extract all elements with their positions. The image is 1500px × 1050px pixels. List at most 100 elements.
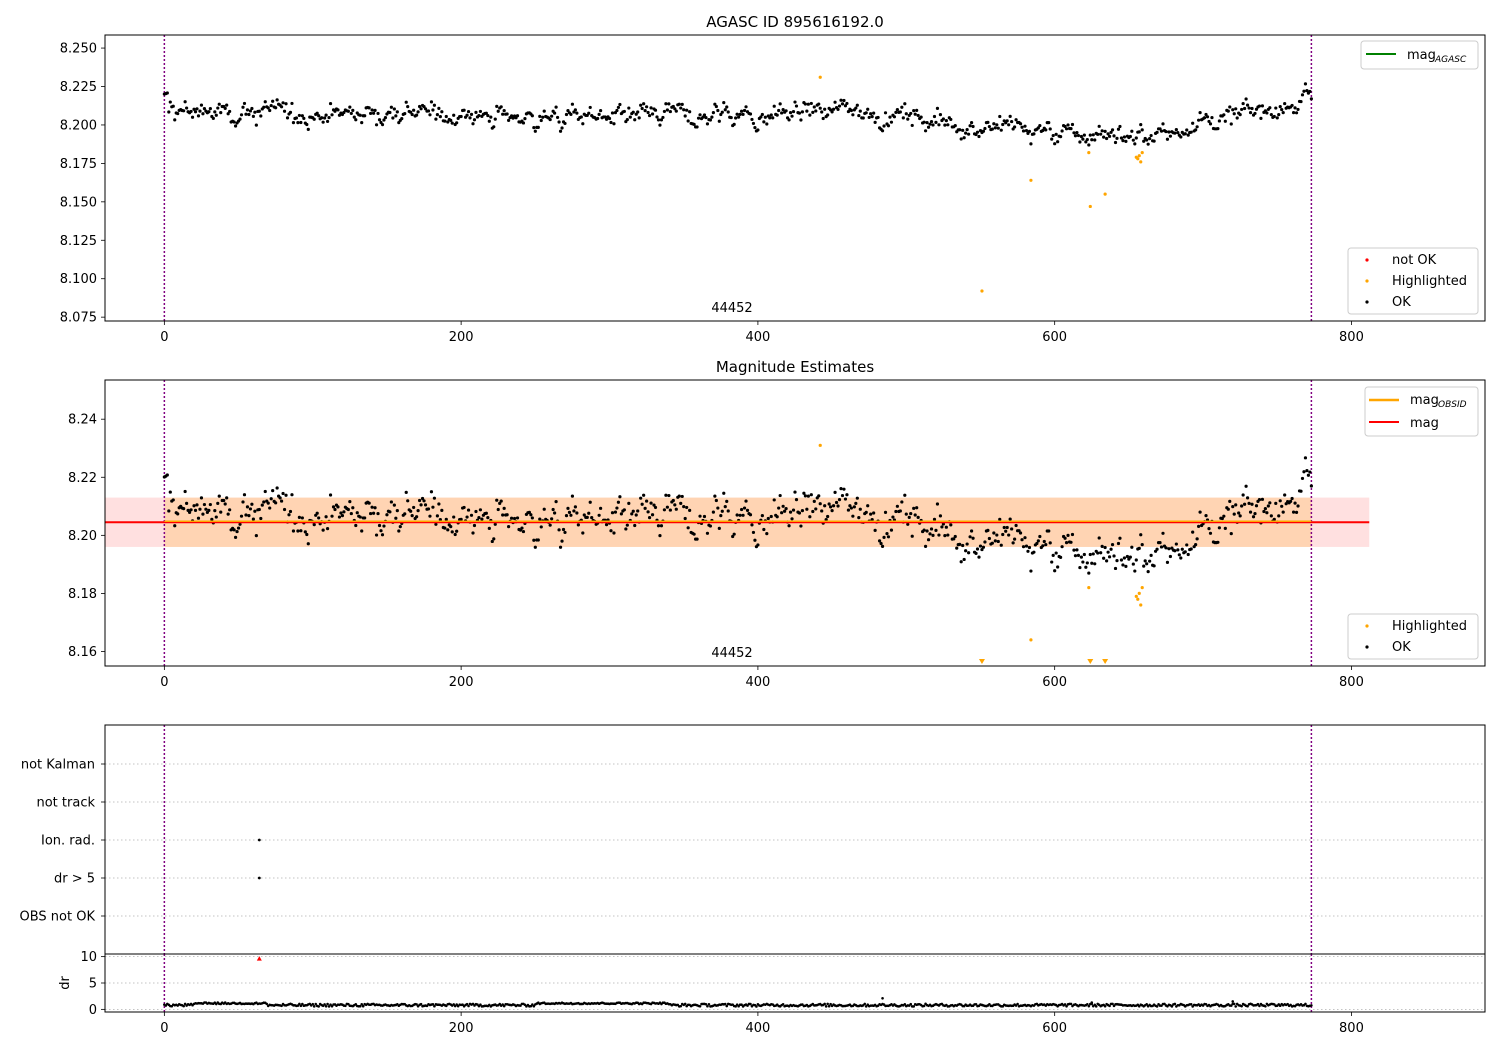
- p2-ok-point-114: [331, 505, 336, 509]
- p1-ok-point-409: [769, 113, 773, 117]
- p2-ok-point-626: [1091, 552, 1095, 556]
- p2-x-tick-label-0: 0: [160, 675, 168, 690]
- p2-ok-point-287: [588, 500, 592, 504]
- p2-ok-point-388: [738, 513, 742, 517]
- p2-ok-point-17: [187, 510, 192, 515]
- p1-ok-point-627: [1093, 138, 1097, 142]
- p1-ok-point-537: [959, 137, 963, 141]
- p4-dr-point-173: [419, 1002, 423, 1006]
- p2-ok-point-344: [673, 503, 677, 507]
- p1-ok-point-683: [1176, 131, 1180, 135]
- p1-ok-point-577: [1018, 122, 1023, 126]
- p1-ok-point-689: [1185, 128, 1189, 132]
- p1-ok-point-387: [737, 115, 741, 119]
- legend-label-mag: mag: [1407, 48, 1436, 63]
- p2-ok-point-225: [496, 507, 500, 512]
- p2-ok-point-159: [398, 525, 402, 529]
- p2-ok-point-573: [1013, 537, 1017, 541]
- p1-ok-point-755: [1283, 101, 1287, 106]
- p1-ok-point-48: [233, 124, 238, 128]
- p1-ok-point-277: [573, 108, 577, 112]
- p2-ok-point-372: [714, 498, 718, 503]
- p2-ok-point-455: [837, 498, 842, 502]
- p1-ok-point-596: [1047, 121, 1051, 125]
- p2-ok-point-614: [1073, 554, 1078, 558]
- p1-ok-point-574: [1014, 118, 1018, 122]
- p2-ok-point-68: [263, 489, 267, 494]
- p1-ok-point-489: [888, 115, 892, 119]
- p2-ok-point-661: [1143, 559, 1147, 563]
- panel-magnitude-estimates: Magnitude Estimates 8.16 8.18 8.20 8.22 8.24…: [68, 358, 1486, 690]
- p1-ok-point-178: [426, 109, 431, 113]
- p2-ok-point-217: [484, 511, 488, 515]
- p2-ok-point-37: [217, 494, 221, 498]
- p2-ok-point-21: [193, 508, 198, 512]
- p2-ok-point-42: [225, 496, 229, 500]
- p1-ok-point-688: [1183, 132, 1187, 136]
- p2-ok-point-445: [823, 504, 827, 508]
- p1-x-tick-label-0: 0: [160, 330, 168, 345]
- p2-ok-point-486: [883, 510, 888, 515]
- p1-ok-point-651: [1128, 134, 1132, 139]
- p2-ok-point-144: [376, 511, 380, 516]
- p2-ok-point-328: [649, 501, 653, 505]
- p1-ok-point-263: [553, 111, 557, 115]
- p2-ok-point-23: [196, 516, 201, 520]
- p1-ok-point-300: [607, 116, 612, 121]
- p1-ok-point-768: [1302, 89, 1306, 93]
- p1-ok-point-665: [1149, 133, 1153, 138]
- p2-ok-point-403: [760, 513, 764, 518]
- p3-category-label-2: Ion. rad.: [41, 834, 95, 849]
- p2-ok-point-180: [429, 490, 434, 494]
- p4-dr-point-122: [344, 1004, 347, 1008]
- p2-ok-point-768: [1302, 470, 1306, 474]
- p1-ok-point-436: [809, 101, 813, 106]
- p2-ok-point-327: [647, 516, 652, 520]
- p2-ok-point-13: [182, 507, 186, 511]
- p1-ok-point-616: [1076, 133, 1081, 138]
- p2-ok-point-375: [719, 513, 723, 518]
- p2-ok-point-515: [926, 538, 931, 542]
- p2-ok-point-540: [964, 549, 968, 553]
- p1-ok-point-629: [1096, 132, 1100, 136]
- p1-ok-point-726: [1240, 107, 1244, 112]
- p1-ok-point-484: [880, 129, 885, 133]
- p2-ok-point-81: [282, 507, 287, 512]
- p1-ok-point-366: [705, 122, 710, 126]
- p1-ok-point-559: [992, 122, 996, 126]
- p1-ok-point-111: [327, 115, 331, 120]
- p2-ok-point-718: [1228, 499, 1232, 503]
- p1-ok-point-364: [702, 113, 707, 117]
- p2-ok-point-190: [444, 517, 448, 521]
- p2-ok-point-625: [1090, 561, 1094, 565]
- p2-ok-point-71: [268, 506, 272, 510]
- p1-ok-point-217: [484, 111, 488, 115]
- p1-ok-point-419: [784, 109, 788, 113]
- p2-ok-point-288: [590, 516, 594, 520]
- p1-ok-point-140: [370, 108, 374, 112]
- p2-ok-point-392: [744, 499, 748, 503]
- p4-dr-point-634: [1103, 1004, 1107, 1008]
- legend-label-not-ok: not OK: [1392, 253, 1437, 268]
- p2-ok-point-748: [1272, 517, 1276, 521]
- p2-ok-point-351: [683, 516, 687, 521]
- p1-highlighted-point-4: [1088, 204, 1092, 209]
- p2-ok-point-657: [1137, 546, 1141, 551]
- p2-ok-point-655: [1134, 558, 1138, 562]
- p1-ok-point-112: [328, 101, 333, 106]
- p4-dr-point-623: [1087, 1004, 1091, 1008]
- p2-ok-point-175: [422, 499, 426, 503]
- p1-ok-point-560: [993, 126, 997, 130]
- p1-ok-point-604: [1059, 135, 1063, 139]
- p1-ok-point-421: [787, 118, 791, 122]
- p1-ok-point-255: [541, 115, 545, 119]
- p2-ok-point-183: [434, 522, 438, 526]
- p1-ok-point-527: [944, 119, 948, 123]
- p1-ok-point-15: [185, 106, 189, 110]
- p2-ok-point-82: [284, 493, 288, 497]
- p2-ok-point-429: [799, 524, 803, 528]
- p2-ok-point-135: [363, 516, 367, 520]
- p2-ok-point-442: [818, 502, 822, 506]
- p1-ok-point-657: [1137, 130, 1141, 134]
- p1-ok-point-508: [916, 113, 920, 118]
